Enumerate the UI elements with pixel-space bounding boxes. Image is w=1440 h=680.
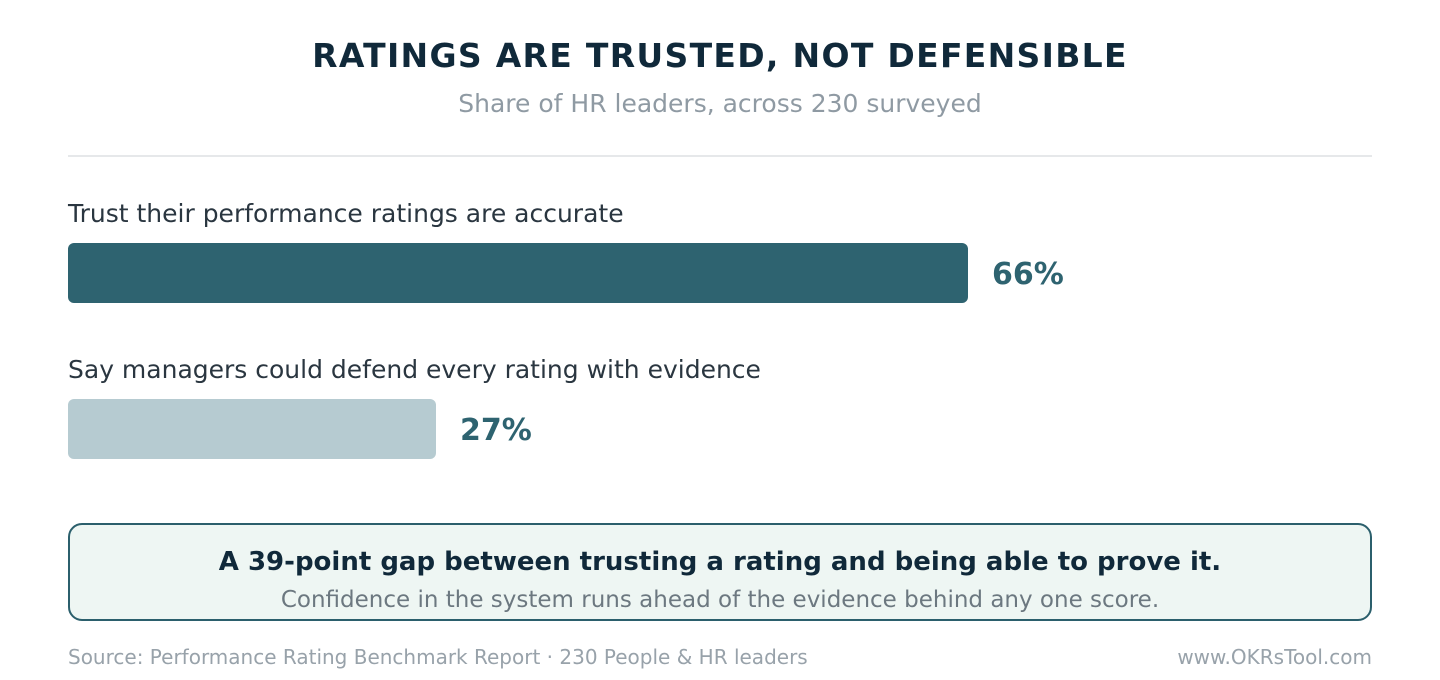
bar-label-trust: Trust their performance ratings are accu… [68,199,624,228]
bar-row-defend: Say managers could defend every rating w… [68,355,1372,475]
bar-row-trust: Trust their performance ratings are accu… [68,199,1372,319]
header-divider [68,155,1372,157]
bar-value-defend: 27% [460,413,532,448]
bar-value-trust: 66% [992,257,1064,292]
callout-body: Confidence in the system runs ahead of t… [280,587,1160,613]
insight-callout: A 39-point gap between trusting a rating… [68,523,1372,621]
footer-site-link[interactable]: www.OKRsTool.com [1177,645,1372,669]
footer-source: Source: Performance Rating Benchmark Rep… [68,645,808,669]
bar-label-defend: Say managers could defend every rating w… [68,355,761,384]
callout-headline: A 39-point gap between trusting a rating… [218,547,1222,577]
chart-subtitle: Share of HR leaders, across 230 surveyed [458,89,982,118]
bar-trust [68,243,968,303]
bar-defend [68,399,436,459]
chart-title: RATINGS ARE TRUSTED, NOT DEFENSIBLE [312,36,1128,75]
